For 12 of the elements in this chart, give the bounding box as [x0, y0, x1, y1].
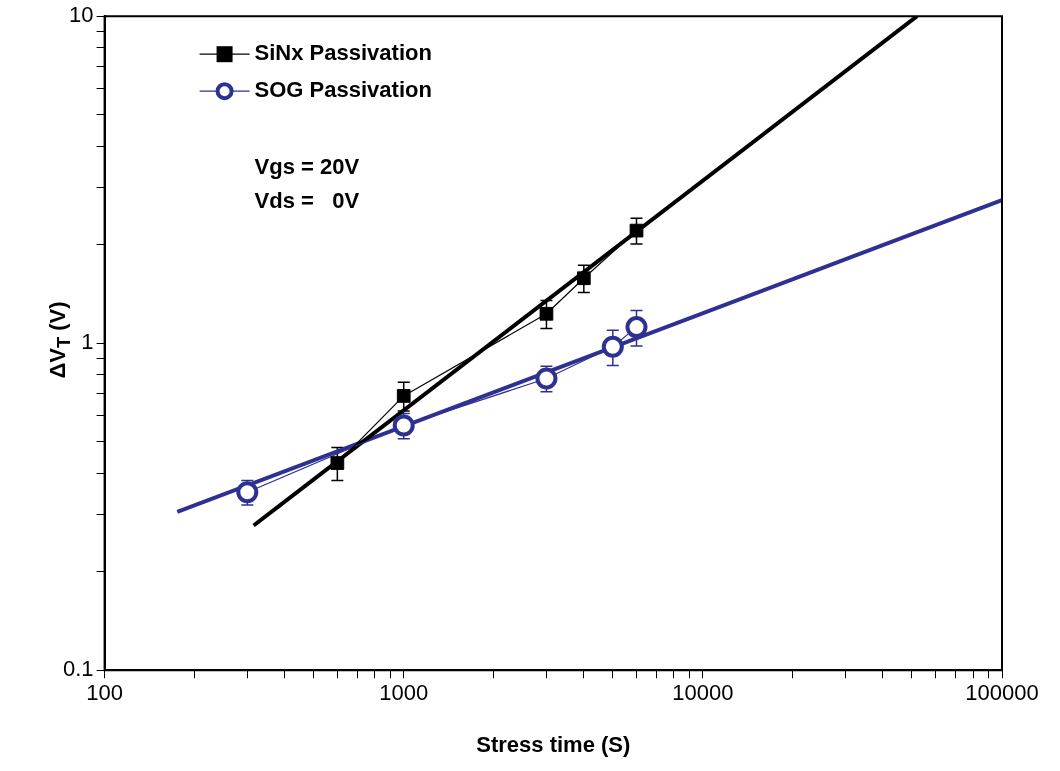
x-axis-title: Stress time (S) — [476, 731, 631, 757]
y-tick-label: 10 — [69, 2, 94, 28]
y-tick-label: 1 — [81, 329, 94, 355]
annotation: Vgs = 20V — [254, 154, 360, 180]
x-tick-label: 10000 — [672, 680, 734, 706]
x-tick-label: 100000 — [965, 680, 1039, 706]
x-tick-label: 1000 — [379, 680, 429, 706]
legend-label: SiNx Passivation — [254, 40, 432, 66]
x-tick-label: 100 — [86, 680, 123, 706]
legend-label: SOG Passivation — [254, 77, 432, 103]
y-tick-label: 0.1 — [62, 656, 94, 682]
annotation: Vds = 0V — [254, 188, 360, 214]
